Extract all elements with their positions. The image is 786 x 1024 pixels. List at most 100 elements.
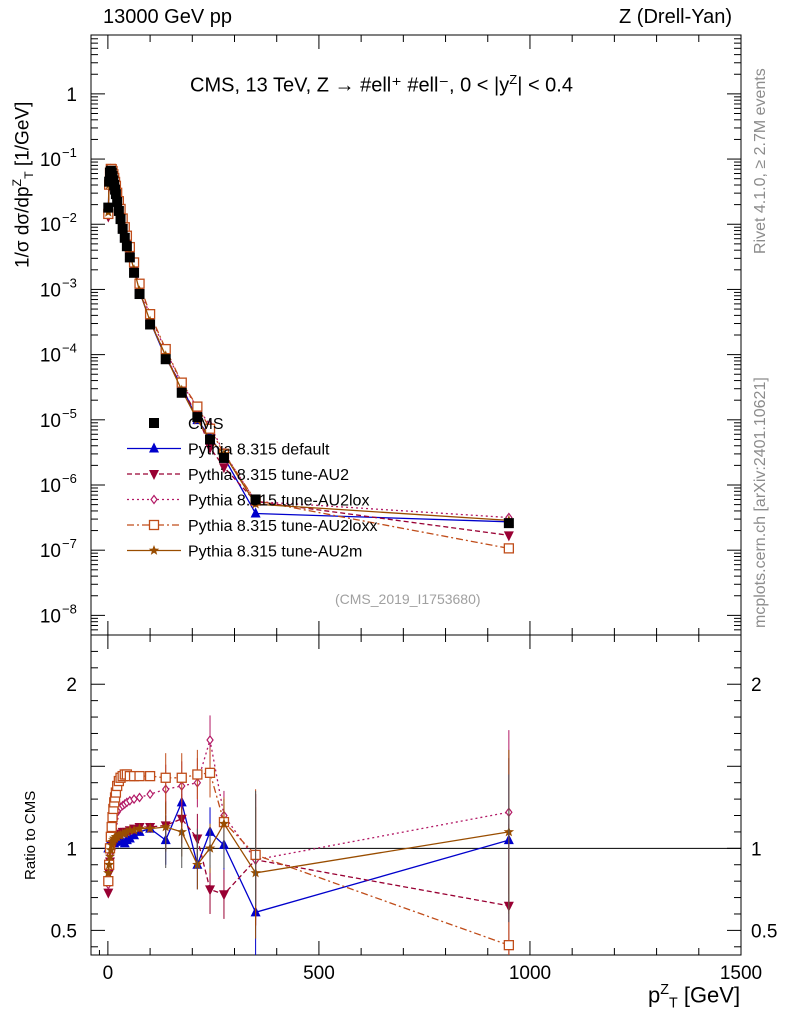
y-tick-label: 10	[40, 606, 61, 627]
plot-title-main: CMS, 13 TeV, Z → #ell⁺ #ell⁻, 0 < |y	[190, 74, 510, 97]
y-tick-label: 10	[40, 541, 61, 562]
legend-label: Pythia 8.315 tune-AU2lox	[188, 493, 369, 510]
series-data-main	[103, 165, 514, 529]
series-au2m-ratio-point	[124, 824, 136, 835]
legend-label: CMS	[188, 416, 224, 433]
legend-marker	[149, 418, 159, 428]
y-label-sub: T	[22, 171, 37, 179]
data-point	[103, 202, 114, 213]
series-au2m-ratio-point	[128, 824, 140, 835]
data-point	[134, 289, 145, 300]
data-point	[250, 494, 261, 505]
data-point	[113, 205, 124, 216]
data-point	[503, 518, 514, 529]
series-au2m-ratio-point	[121, 826, 133, 837]
series-au2loxx-ratio-point	[134, 770, 145, 782]
data-point	[160, 354, 171, 365]
series-au2loxx-ratio-line	[107, 772, 510, 946]
series-au2lox-ratio-point	[206, 735, 214, 746]
legend-marker	[148, 519, 160, 531]
ratio-axis-ticks: 0 500 1000 1500 0.5 0.5 1 1 2 2	[51, 635, 777, 984]
ratio-tick-label: 1	[66, 839, 77, 860]
series-au2loxx-ratio-point	[103, 876, 114, 887]
y-tick-exponent: −5	[62, 406, 77, 421]
legend-entry: Pythia 8.315 tune-AU2m	[127, 544, 362, 561]
data-point	[117, 223, 128, 234]
ratio-tick-label: 2	[66, 675, 77, 696]
data-point	[112, 196, 123, 207]
y-axis-label-ratio: Ratio to CMS	[22, 790, 39, 880]
header-right: Z (Drell-Yan)	[619, 6, 732, 28]
y-tick-exponent: −2	[62, 210, 77, 225]
data-point	[218, 452, 229, 463]
series-au2-point	[218, 463, 229, 474]
data-point	[129, 267, 140, 278]
y-axis-label-main: 1/σ dσ/dpZT [1/GeV]	[10, 102, 36, 268]
ratio-tick-label-right: 2	[751, 675, 762, 696]
legend-marker	[149, 470, 159, 480]
y-tick-label: 10	[40, 215, 61, 236]
series-au2m-ratio-point	[103, 859, 115, 870]
x-label-sup: Z	[660, 982, 669, 998]
series-au2-ratio-point	[103, 888, 114, 899]
x-axis-label: pZT [GeV]	[648, 982, 740, 1012]
legend-marker	[150, 494, 158, 505]
series-au2loxx-ratio-point	[192, 769, 203, 780]
legend-label: Pythia 8.315 tune-AU2loxx	[188, 518, 377, 535]
series-default-ratio-line	[107, 800, 510, 914]
series-au2loxx-ratio-point	[160, 772, 171, 783]
data-point	[205, 434, 216, 445]
x-tick-label: 1500	[720, 963, 762, 984]
series-au2m-ratio-point	[144, 823, 156, 834]
series-au2loxx-point	[204, 423, 216, 434]
series-au2loxx-point	[503, 543, 515, 554]
y-label-post: [1/GeV]	[12, 101, 34, 172]
mcplots-label: mcplots.cern.ch [arXiv:2401.10621]	[752, 377, 769, 628]
x-label-post: [GeV]	[677, 982, 741, 1008]
series-au2-ratio-point	[218, 890, 229, 901]
y-tick-exponent: −8	[62, 601, 77, 616]
x-tick-label: 0	[103, 963, 114, 984]
ratio-frame-rect	[90, 634, 742, 956]
series-au2m-ratio-point	[134, 823, 145, 834]
y-tick-exponent: −6	[62, 471, 77, 486]
legend-label: Pythia 8.315 tune-AU2	[188, 467, 349, 484]
y-tick-exponent: −3	[62, 275, 77, 290]
series-au2m-ratio-point	[105, 844, 117, 855]
legend-label: Pythia 8.315 default	[188, 442, 330, 459]
y-tick-exponent: −7	[62, 536, 77, 551]
series-au2loxx-ratio-point	[106, 821, 117, 833]
y-tick-label: 1	[66, 85, 77, 106]
y-tick-exponent: −1	[62, 145, 77, 160]
x-tick-label: 500	[303, 963, 335, 984]
ratio-series-layer	[103, 715, 515, 955]
ratio-tick-label-right: 0.5	[751, 921, 777, 942]
analysis-id: (CMS_2019_I1753680)	[335, 591, 481, 607]
legend-entry: Pythia 8.315 tune-AU2lox	[127, 493, 369, 510]
x-label-sub: T	[668, 995, 678, 1012]
series-au2loxx-point	[192, 401, 203, 412]
series-au2m-ratio-point	[218, 818, 230, 829]
data-point	[145, 319, 156, 330]
series-au2-point	[503, 531, 514, 542]
plot-title: CMS, 13 TeV, Z → #ell⁺ #ell⁻, 0 < |yZ| <…	[190, 72, 573, 98]
series-au2m-ratio-point	[160, 821, 171, 832]
series-au2-ratio	[103, 794, 514, 955]
series-au2lox-ratio-point	[135, 792, 144, 803]
y-tick-label: 10	[40, 346, 61, 367]
y-tick-label: 10	[40, 411, 61, 432]
series-au2m-ratio-point	[103, 867, 114, 878]
series-au2-point	[205, 443, 216, 454]
ratio-plot-frame	[90, 634, 742, 956]
series-au2-ratio-point	[205, 885, 216, 896]
rivet-version-label: Rivet 4.1.0, ≥ 2.7M events	[752, 68, 769, 254]
series-au2loxx-ratio-point	[176, 772, 187, 783]
ratio-tick-label: 0.5	[51, 921, 77, 942]
legend-label: Pythia 8.315 tune-AU2m	[188, 544, 362, 561]
series-au2loxx-ratio-point	[144, 770, 156, 782]
series-default-point	[250, 507, 261, 518]
series-default-ratio-point	[124, 832, 135, 843]
main-axis-ticks: 10 −810 −710 −610 −510 −410 −310 −210 −11	[40, 34, 742, 636]
series-au2lox-ratio-line	[107, 739, 510, 885]
y-tick-exponent: −4	[62, 341, 77, 356]
